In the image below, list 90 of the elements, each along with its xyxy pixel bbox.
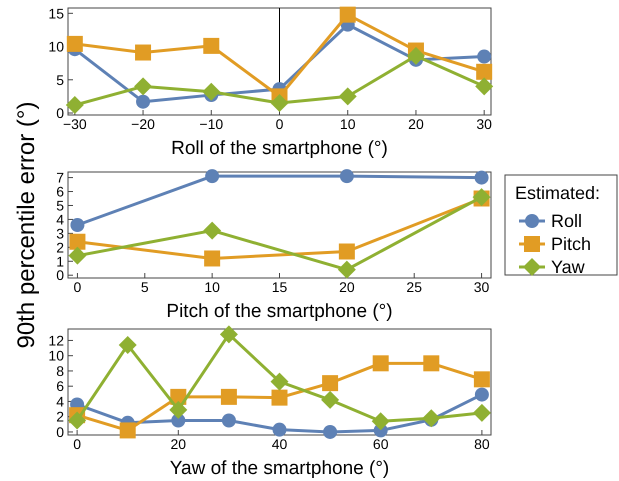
y-tick-label: 4 bbox=[56, 211, 64, 228]
x-axis-title: Pitch of the smartphone (°) bbox=[166, 301, 393, 322]
x-axis-title: Yaw of the smartphone (°) bbox=[170, 458, 390, 479]
point bbox=[340, 169, 354, 184]
y-tick-label: 0 bbox=[56, 105, 64, 122]
y-tick-label: 7 bbox=[56, 170, 64, 186]
point bbox=[321, 390, 340, 409]
point bbox=[322, 375, 338, 392]
x-tick-label: 30 bbox=[476, 116, 492, 132]
y-tick-label: 4 bbox=[56, 393, 64, 410]
point bbox=[70, 218, 84, 232]
point bbox=[134, 77, 152, 96]
point bbox=[372, 355, 389, 372]
point bbox=[372, 412, 390, 430]
point bbox=[66, 36, 83, 52]
point bbox=[220, 325, 238, 344]
x-tick-label: −20 bbox=[131, 116, 156, 132]
point bbox=[69, 234, 86, 250]
y-tick-label: 5 bbox=[56, 72, 64, 88]
x-tick-label: −10 bbox=[199, 116, 224, 132]
point bbox=[338, 87, 357, 106]
point bbox=[205, 169, 220, 184]
point bbox=[474, 371, 490, 388]
x-tick-label: −30 bbox=[62, 116, 87, 132]
y-tick-label: 10 bbox=[48, 348, 64, 364]
point bbox=[202, 82, 220, 101]
point bbox=[220, 388, 237, 405]
y-tick-label: 15 bbox=[48, 5, 64, 22]
x-tick-label: 20 bbox=[170, 436, 186, 452]
point bbox=[203, 222, 222, 240]
legend-label: Pitch bbox=[551, 234, 592, 254]
y-tick-label: 6 bbox=[56, 378, 64, 394]
x-tick-label: 20 bbox=[339, 279, 355, 295]
point bbox=[203, 38, 220, 54]
point bbox=[422, 409, 440, 428]
x-tick-label: 0 bbox=[73, 436, 82, 452]
point bbox=[338, 260, 356, 279]
x-tick-label: 0 bbox=[74, 279, 82, 295]
point bbox=[340, 6, 356, 23]
x-tick-label: 0 bbox=[276, 116, 284, 132]
point bbox=[338, 244, 355, 260]
x-tick-label: 25 bbox=[406, 279, 422, 295]
y-tick-label: 6 bbox=[56, 184, 64, 200]
point bbox=[270, 94, 288, 112]
y-tick-label: 8 bbox=[56, 362, 64, 379]
x-tick-label: 80 bbox=[474, 436, 490, 452]
point bbox=[477, 50, 492, 64]
point bbox=[136, 94, 150, 109]
y-tick-label: 10 bbox=[48, 38, 64, 55]
point bbox=[135, 44, 152, 61]
point bbox=[476, 64, 492, 80]
point bbox=[270, 372, 288, 391]
x-tick-label: 10 bbox=[340, 116, 356, 132]
y-tick-label: 1 bbox=[56, 253, 64, 270]
y-tick-label: 0 bbox=[56, 424, 64, 440]
x-tick-label: 60 bbox=[372, 436, 389, 452]
point bbox=[272, 422, 286, 437]
point bbox=[323, 424, 338, 439]
x-tick-label: 30 bbox=[474, 279, 490, 295]
y-tick-label: 2 bbox=[56, 408, 64, 425]
point bbox=[204, 250, 220, 266]
y-tick-label: 0 bbox=[56, 267, 64, 284]
point bbox=[68, 412, 86, 430]
x-tick-label: 20 bbox=[408, 116, 424, 132]
point bbox=[406, 46, 425, 65]
y-tick-label: 5 bbox=[56, 197, 64, 214]
legend-label: Yaw bbox=[551, 257, 586, 277]
y-tick-label: 3 bbox=[56, 225, 64, 242]
x-tick-label: 10 bbox=[204, 279, 220, 295]
point bbox=[222, 414, 236, 428]
point bbox=[118, 336, 137, 354]
point bbox=[68, 246, 86, 265]
x-axis-title: Roll of the smartphone (°) bbox=[171, 138, 388, 159]
point bbox=[474, 170, 489, 185]
legend-title: Estimated: bbox=[515, 183, 600, 203]
x-tick-label: 15 bbox=[272, 279, 288, 295]
point bbox=[120, 422, 136, 438]
y-tick-label: 2 bbox=[56, 239, 64, 256]
y-axis-title: 90th percentile error (°) bbox=[13, 101, 40, 349]
x-tick-label: 40 bbox=[272, 436, 288, 452]
point bbox=[66, 96, 84, 114]
point bbox=[272, 390, 288, 406]
point bbox=[169, 400, 188, 419]
point bbox=[472, 404, 491, 422]
legend-label: Roll bbox=[551, 211, 582, 231]
point bbox=[423, 355, 440, 372]
point bbox=[475, 77, 494, 96]
x-tick-label: 5 bbox=[140, 279, 149, 295]
point bbox=[474, 388, 489, 402]
y-tick-label: 12 bbox=[48, 332, 64, 348]
